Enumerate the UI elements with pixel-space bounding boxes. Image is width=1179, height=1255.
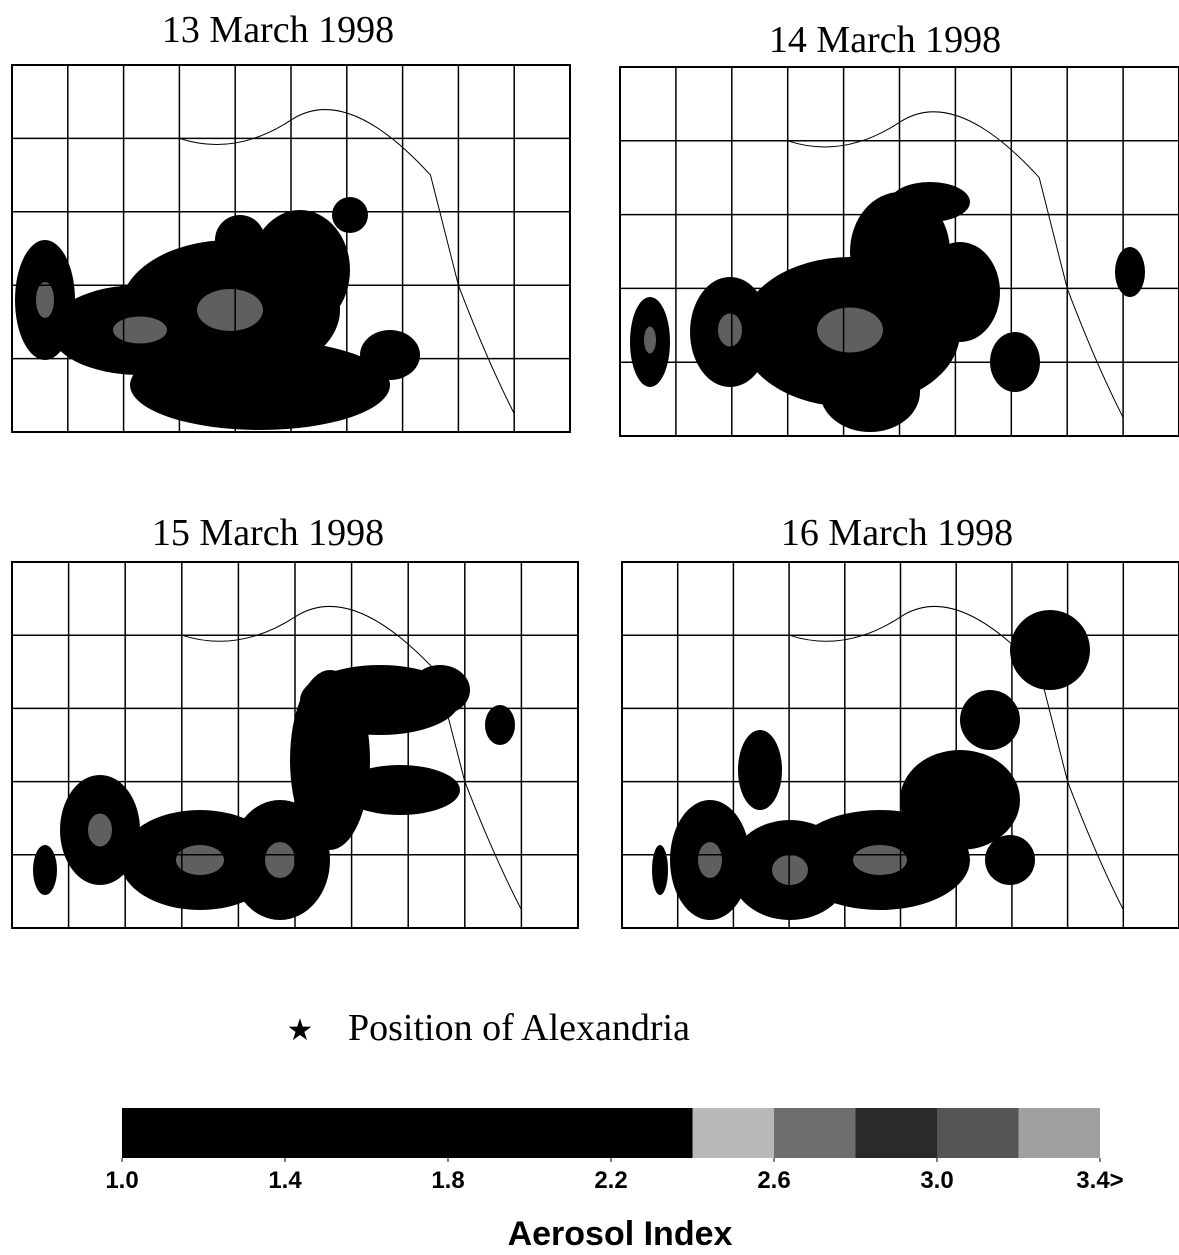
aerosol-region <box>738 730 782 810</box>
aerosol-region <box>33 845 57 895</box>
tick-label: 1.8 <box>431 1167 464 1194</box>
tick-label: 3.0 <box>920 1167 953 1194</box>
panel-title: 15 March 1998 <box>152 512 384 554</box>
aerosol-core <box>772 855 808 885</box>
panel-frame <box>11 561 579 929</box>
aerosol-region <box>130 340 390 430</box>
aerosol-core <box>36 282 54 318</box>
panel-title: 14 March 1998 <box>769 19 1001 61</box>
aerosol-core <box>265 842 295 878</box>
coastline <box>179 109 515 414</box>
map-panel <box>621 561 1179 929</box>
aerosol-region <box>332 197 368 233</box>
tick-label: 2.2 <box>594 1167 627 1194</box>
colorbar-label: Aerosol Index <box>508 1215 733 1253</box>
aerosol-region <box>820 352 920 432</box>
aerosol-region <box>985 835 1035 885</box>
aerosol-region <box>215 215 265 265</box>
tick-label: 2.6 <box>757 1167 790 1194</box>
aerosol-core <box>853 845 907 875</box>
panel-frame <box>621 561 1179 929</box>
coastline <box>787 111 1124 418</box>
aerosol-region <box>960 690 1020 750</box>
legend-text: Position of Alexandria <box>348 1007 690 1049</box>
map-panel <box>11 561 579 929</box>
aerosol-region <box>890 182 970 222</box>
colorbar-segment <box>774 1108 856 1158</box>
tick-label: 1.0 <box>105 1167 138 1194</box>
colorbar-segment <box>122 1108 693 1158</box>
panel-title: 16 March 1998 <box>781 512 1013 554</box>
aerosol-core <box>718 313 742 347</box>
colorbar-segment <box>937 1108 1019 1158</box>
coastline <box>181 605 522 910</box>
map-panel <box>11 64 571 433</box>
aerosol-region <box>485 705 515 745</box>
panel-frame <box>619 66 1179 437</box>
aerosol-region <box>1115 247 1145 297</box>
aerosol-core <box>88 813 112 847</box>
colorbar-segment <box>692 1108 774 1158</box>
aerosol-region <box>1010 610 1090 690</box>
legend-symbol: ★ <box>287 1014 314 1047</box>
colorbar-segment <box>1018 1108 1100 1158</box>
aerosol-region <box>410 665 470 715</box>
panel-frame <box>11 64 571 433</box>
aerosol-region <box>652 845 668 895</box>
aerosol-region <box>340 765 460 815</box>
aerosol-core <box>197 289 263 331</box>
aerosol-core <box>113 316 167 344</box>
panel-title: 13 March 1998 <box>162 9 394 51</box>
aerosol-core <box>817 307 883 353</box>
map-panel <box>619 66 1179 437</box>
aerosol-core <box>698 842 722 878</box>
tick-label: 3.4> <box>1076 1167 1123 1194</box>
aerosol-region <box>920 242 1000 342</box>
colorbar-segment <box>855 1108 937 1158</box>
tick-label: 1.4 <box>268 1167 302 1194</box>
aerosol-region <box>250 210 350 330</box>
aerosol-core <box>176 845 224 875</box>
aerosol-core <box>644 326 656 354</box>
coastline <box>788 605 1124 910</box>
aerosol-region <box>900 750 1020 850</box>
